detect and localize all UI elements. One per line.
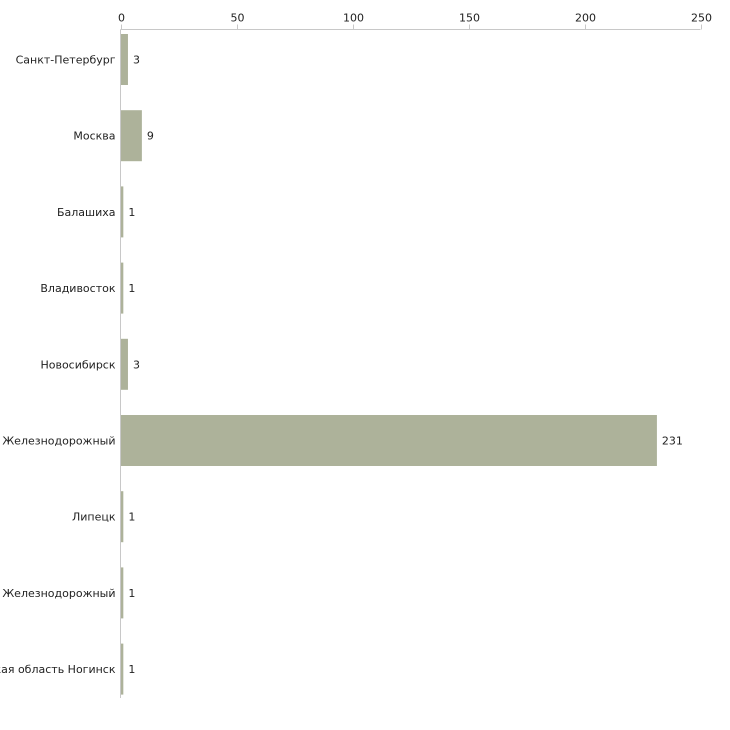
value-labels: 3 9 1 1 3 231 1 1 1 <box>128 54 683 677</box>
x-tick-label: 100 <box>343 12 364 25</box>
bar <box>121 338 128 390</box>
category-labels: Санкт-Петербург Москва Балашиха Владивосток… <box>0 54 116 677</box>
bar <box>121 415 657 466</box>
value-label: 1 <box>128 663 135 676</box>
category-label: Железнодорожный <box>2 435 115 448</box>
category-label: жая область Ногинск <box>0 663 116 676</box>
bar <box>121 186 124 238</box>
bars <box>121 34 657 695</box>
bar <box>121 34 128 85</box>
value-label: 1 <box>128 206 135 219</box>
x-tick-label: 200 <box>575 12 596 25</box>
x-tick-label: 150 <box>459 12 480 25</box>
bar <box>121 491 124 543</box>
x-tick-label: 50 <box>231 12 245 25</box>
bar <box>121 262 124 314</box>
bar <box>121 567 124 619</box>
category-label: Москва <box>73 130 115 143</box>
category-label: Владивосток <box>40 282 115 295</box>
category-label: Балашиха <box>57 206 116 219</box>
category-label: Санкт-Петербург <box>16 54 116 67</box>
category-label: ъ Железнодорожный <box>0 587 116 600</box>
x-axis: 0 50 100 150 200 250 <box>118 12 712 698</box>
bar <box>121 643 124 695</box>
value-label: 3 <box>133 54 140 67</box>
value-label: 1 <box>128 587 135 600</box>
x-tick-label: 250 <box>691 12 712 25</box>
value-label: 231 <box>662 435 683 448</box>
category-label: Липецк <box>72 511 116 524</box>
category-label: Новосибирск <box>40 358 115 371</box>
value-label: 1 <box>128 511 135 524</box>
value-label: 9 <box>147 130 154 143</box>
value-label: 3 <box>133 358 140 371</box>
value-label: 1 <box>128 282 135 295</box>
x-tick-label: 0 <box>118 12 125 25</box>
bar <box>121 110 142 162</box>
